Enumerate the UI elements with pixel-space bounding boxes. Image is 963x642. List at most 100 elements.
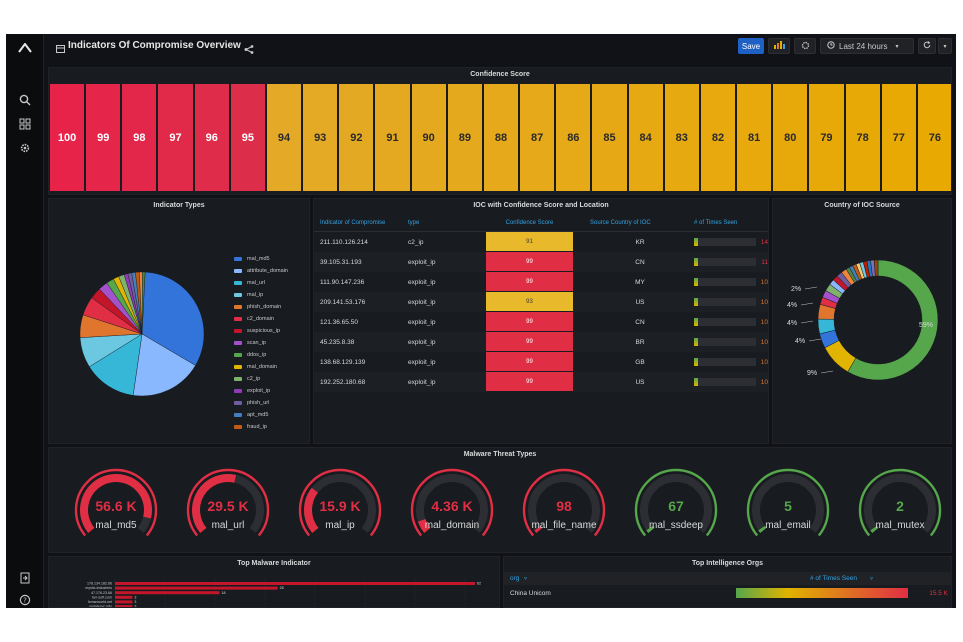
legend-item[interactable]: ddos_ip bbox=[234, 350, 266, 360]
gauge-fill bbox=[758, 525, 767, 533]
country-panel: Country of IOC Source 2% 4% 4% 4% 9% 59% bbox=[772, 198, 952, 444]
seen-cell: 10 bbox=[760, 338, 768, 346]
legend-item[interactable]: phish_url bbox=[234, 398, 269, 408]
table-row[interactable]: 121.36.65.50 exploit_ip 99 CN 10 bbox=[314, 312, 768, 332]
seen-cell: 11 bbox=[761, 258, 768, 266]
bar-label: ten-soft.com bbox=[92, 595, 112, 599]
bar[interactable] bbox=[115, 595, 133, 599]
sign-in-icon[interactable] bbox=[15, 568, 35, 588]
search-icon[interactable] bbox=[15, 90, 35, 110]
gauge[interactable]: 67 mal_ssdeep bbox=[627, 464, 725, 544]
time-range-picker[interactable]: Last 24 hours ▾ bbox=[820, 38, 914, 54]
column-header-ioc[interactable]: Indicator of Compromise bbox=[320, 220, 386, 226]
donut-slice[interactable] bbox=[847, 259, 939, 381]
bar[interactable] bbox=[115, 582, 475, 585]
legend-item[interactable]: mal_ip bbox=[234, 290, 263, 300]
table-row[interactable]: 111.90.147.236 exploit_ip 99 MY 10 bbox=[314, 272, 768, 292]
table-row[interactable]: 209.141.53.176 exploit_ip 93 US 10 bbox=[314, 292, 768, 312]
ioc-cell: 121.36.65.50 bbox=[320, 318, 358, 326]
legend-item[interactable]: exploit_ip bbox=[234, 386, 270, 396]
legend-item[interactable]: phish_domain bbox=[234, 302, 281, 312]
table-row[interactable]: 138.68.129.139 exploit_ip 99 GB 10 bbox=[314, 352, 768, 372]
pie-slice[interactable] bbox=[141, 271, 205, 366]
gear-icon[interactable] bbox=[15, 138, 35, 158]
top-malware-bar-chart: 178.134.182.66 62 mystic-industries 28 47.17… bbox=[85, 579, 481, 608]
gauge-fill bbox=[534, 525, 543, 533]
table-row[interactable]: China Unicom 15.5 K bbox=[504, 587, 951, 607]
gauge[interactable]: 4.36 K mal_domain bbox=[403, 464, 501, 544]
gauge[interactable]: 2 mal_mutex bbox=[851, 464, 949, 544]
malware-threat-panel: Malware Threat Types 56.6 K mal_md5 29.5 K… bbox=[48, 447, 952, 553]
confidence-cell: 78 bbox=[845, 84, 880, 191]
bar-value: 3 bbox=[134, 600, 136, 604]
type-cell: exploit_ip bbox=[408, 298, 436, 306]
legend-swatch bbox=[234, 257, 242, 261]
settings-button[interactable] bbox=[794, 38, 816, 54]
bar[interactable] bbox=[115, 591, 220, 595]
column-header-org[interactable]: org bbox=[510, 575, 520, 582]
bar-value: 28 bbox=[280, 586, 284, 590]
legend-item[interactable]: apt_md5 bbox=[234, 410, 268, 420]
score-cell: 99 bbox=[486, 252, 573, 272]
column-header-seen[interactable]: # of Times Seen bbox=[694, 220, 738, 226]
column-header-score[interactable]: Confidence Score bbox=[505, 220, 554, 226]
table-row[interactable]: BSNL8.88 K bbox=[504, 606, 951, 607]
gauge[interactable]: 15.9 K mal_ip bbox=[291, 464, 389, 544]
legend-item[interactable]: scan_ip bbox=[234, 338, 266, 348]
pie-slice[interactable] bbox=[141, 271, 146, 335]
top-bar: Indicators Of Compromise Overview Save L… bbox=[44, 34, 956, 58]
filter-icon[interactable]: ▿ bbox=[524, 576, 528, 582]
gauge[interactable]: 29.5 K mal_url bbox=[179, 464, 277, 544]
pie-slice[interactable] bbox=[132, 333, 196, 397]
table-row[interactable]: 45.235.8.38 exploit_ip 99 BR 10 bbox=[314, 332, 768, 352]
table-row[interactable]: 39.105.31.193 exploit_ip 99 CN 11 bbox=[314, 252, 768, 272]
confidence-cell: 79 bbox=[809, 84, 844, 191]
legend-item[interactable]: mal_domain bbox=[234, 362, 277, 372]
share-icon[interactable] bbox=[244, 41, 254, 59]
legend-item[interactable]: attribute_domain bbox=[234, 266, 288, 276]
legend-item[interactable]: fraud_ip bbox=[234, 422, 267, 432]
table-row[interactable]: 211.110.126.214 c2_ip 91 KR 14 bbox=[314, 232, 768, 252]
bar[interactable] bbox=[115, 600, 133, 604]
legend-swatch bbox=[234, 401, 242, 405]
save-button[interactable]: Save bbox=[738, 38, 764, 54]
donut-slice[interactable] bbox=[874, 259, 879, 277]
time-range-label: Last 24 hours bbox=[839, 41, 888, 51]
legend-item[interactable]: mal_url bbox=[234, 278, 265, 288]
grafana-logo-icon[interactable] bbox=[15, 38, 35, 58]
gauge[interactable]: 5 mal_email bbox=[739, 464, 837, 544]
legend-item[interactable]: c2_domain bbox=[234, 314, 274, 324]
bar-chart-icon bbox=[773, 41, 785, 51]
legend-item[interactable]: mal_md5 bbox=[234, 254, 270, 264]
bar[interactable] bbox=[115, 605, 133, 608]
seen-gauge-fill bbox=[694, 318, 698, 326]
help-icon[interactable]: ? bbox=[15, 590, 35, 608]
seen-gauge-fill bbox=[694, 298, 698, 306]
gauge[interactable]: 56.6 K mal_md5 bbox=[67, 464, 165, 544]
seen-gauge bbox=[694, 298, 756, 306]
gauge-arc bbox=[186, 468, 270, 537]
dashboard-title[interactable]: Indicators Of Compromise Overview bbox=[68, 40, 241, 51]
bar[interactable] bbox=[115, 586, 278, 590]
column-header-type[interactable]: type bbox=[408, 220, 420, 226]
pie-slice[interactable] bbox=[89, 333, 143, 396]
refresh-interval-dropdown[interactable]: ▾ bbox=[938, 38, 952, 54]
gauge[interactable]: 98 mal_file_name bbox=[515, 464, 613, 544]
legend-item[interactable]: c2_ip bbox=[234, 374, 260, 384]
legend-swatch bbox=[234, 317, 242, 321]
seen-cell: 10 bbox=[760, 298, 768, 306]
legend-label: attribute_domain bbox=[247, 268, 288, 274]
filter-icon[interactable]: ▿ bbox=[870, 576, 874, 582]
add-panel-button[interactable] bbox=[768, 38, 790, 54]
legend-swatch bbox=[234, 353, 242, 357]
legend-item[interactable]: suspicious_ip bbox=[234, 326, 280, 336]
confidence-cell: 93 bbox=[303, 84, 338, 191]
refresh-button[interactable] bbox=[918, 38, 936, 54]
column-header-country[interactable]: Source Country of IOC bbox=[590, 220, 651, 226]
dashboards-grid-icon[interactable] bbox=[15, 114, 35, 134]
column-header-seen[interactable]: # of Times Seen bbox=[810, 575, 857, 582]
legend-label: suspicious_ip bbox=[247, 328, 281, 334]
legend-label: c2_domain bbox=[247, 316, 274, 322]
gauge-arc bbox=[634, 468, 718, 537]
table-row[interactable]: 192.252.180.68 exploit_ip 99 US 10 bbox=[314, 372, 768, 392]
